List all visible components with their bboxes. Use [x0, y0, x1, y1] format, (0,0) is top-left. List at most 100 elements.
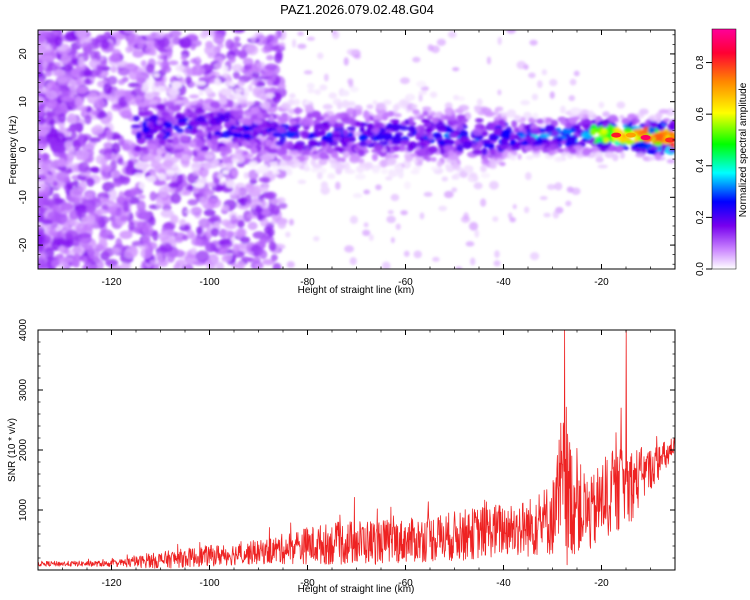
spectrogram-cell — [71, 245, 85, 256]
spectrogram-cell — [156, 120, 163, 125]
spectrogram-cell — [342, 150, 350, 159]
spectrogram-cell — [582, 123, 593, 130]
spectrogram-cell — [163, 159, 174, 168]
spectrogram-cell — [97, 111, 108, 119]
spectrogram-cell — [506, 109, 516, 117]
spectrogram-cell — [418, 148, 427, 157]
spectrogram-cell — [560, 105, 566, 114]
spectrogram-cell — [42, 197, 56, 208]
spectrogram-cell — [157, 172, 167, 181]
spectrogram-cell — [76, 86, 88, 94]
spectrogram-cell — [197, 155, 206, 162]
spectrogram-cell — [597, 121, 603, 126]
spectrogram-cell — [129, 187, 139, 197]
spectrogram-cell — [153, 73, 161, 78]
spectrogram-cell — [489, 158, 496, 167]
spectrogram-cell — [372, 166, 380, 174]
spectrogram-cell — [418, 90, 428, 95]
spectrogram-cell — [331, 30, 337, 35]
spectrogram-cell — [154, 124, 163, 132]
spectrogram-cell — [341, 142, 348, 148]
spectrogram-cell — [70, 131, 77, 140]
spectrogram-cell — [86, 214, 96, 226]
spectrogram-cell — [509, 217, 516, 223]
spectrogram-cell — [602, 111, 610, 118]
spectrogram-cell — [207, 197, 222, 209]
spectrogram-cell — [525, 155, 534, 160]
spectrogram-cell — [386, 157, 397, 166]
spectrogram-y-label: Frequency (Hz) — [8, 116, 19, 185]
spectrogram-cell — [307, 36, 315, 41]
spectrogram-cell — [84, 114, 92, 125]
spectrogram-cell — [475, 118, 484, 123]
spectrogram-cell — [306, 82, 315, 90]
spectrogram-cell — [250, 106, 260, 113]
spectrogram-cell — [44, 71, 53, 77]
spectrogram-cell — [463, 112, 472, 121]
spectrogram-cell — [536, 118, 544, 125]
spectrogram-cell — [663, 118, 670, 123]
spectrogram-cell — [38, 136, 47, 144]
colorbar: 0.0 0.2 0.4 0.6 0.8 Normalized spectral ampl… — [695, 28, 749, 276]
spectrogram-cell — [194, 162, 203, 169]
spectrogram-cell — [469, 257, 476, 266]
spectrogram-cell — [436, 160, 443, 168]
spectrogram-cell — [83, 69, 93, 77]
spectrogram-cell — [136, 221, 146, 229]
spectrogram-cell — [214, 62, 223, 70]
spectrogram-cell — [261, 198, 266, 208]
spectrogram-cell — [232, 158, 240, 164]
spectrogram-cell — [412, 166, 422, 171]
spectrogram-cell — [194, 106, 205, 114]
spectrogram-cell — [240, 236, 251, 244]
spectrogram-cell — [646, 149, 658, 155]
spectrogram-cell — [546, 183, 556, 191]
spectrogram-cell — [291, 38, 297, 48]
spectrogram-cell — [204, 44, 218, 56]
snr-y-ticks: 1000 2000 3000 4000 — [18, 318, 675, 571]
spectrogram-cell — [145, 63, 155, 74]
spectrogram-cell — [382, 112, 392, 118]
spectrogram-cell — [89, 137, 101, 143]
spectrogram-cell — [343, 57, 349, 66]
spectrogram-cell — [168, 89, 180, 96]
spectrogram-cell — [156, 85, 166, 93]
spectrogram-cell — [346, 132, 354, 138]
spectrogram-cell — [390, 193, 400, 202]
spectrogram-cell — [248, 160, 258, 168]
spectrogram-cell — [642, 126, 650, 134]
spectrogram-cell — [304, 163, 310, 169]
spectrogram-cell — [546, 117, 553, 123]
spectrogram-cell — [366, 104, 374, 110]
spectrogram-cell — [344, 245, 355, 253]
spectrogram-cell — [147, 39, 155, 46]
colorbar-label: Normalized spectral amplitude — [738, 82, 749, 217]
spectrogram-cell — [142, 126, 151, 134]
spectrogram-cell — [190, 206, 203, 216]
spectrogram-cell — [565, 200, 572, 207]
spectrogram-cell — [142, 234, 151, 246]
spectrogram-cell — [412, 109, 420, 115]
spectrogram-cell — [165, 115, 174, 122]
spectrogram-cell — [137, 42, 145, 49]
spectrogram-cell — [648, 126, 656, 134]
spectrogram-cell — [242, 133, 251, 138]
spectrogram-cell — [60, 53, 71, 65]
spectrogram-cell — [571, 187, 581, 196]
spectrogram-cell — [110, 65, 118, 73]
spectrogram-cell — [218, 162, 225, 168]
spectrogram-cell — [304, 147, 311, 156]
spectrogram-cell — [183, 111, 193, 116]
spectrogram-cell — [223, 121, 232, 128]
spectrogram-cell — [367, 123, 374, 131]
spectrogram-cell — [453, 94, 460, 101]
spectrogram-cell — [648, 156, 657, 161]
spectrogram-cell — [343, 119, 353, 125]
spectrogram-cell — [532, 112, 539, 120]
spectrogram-cell — [596, 142, 605, 149]
spectrogram-cell — [651, 122, 659, 129]
spectrogram-cell — [334, 181, 341, 190]
spectrogram-cell — [197, 115, 206, 123]
spectrogram-cell — [175, 100, 184, 105]
spectrogram-cell — [541, 69, 548, 76]
